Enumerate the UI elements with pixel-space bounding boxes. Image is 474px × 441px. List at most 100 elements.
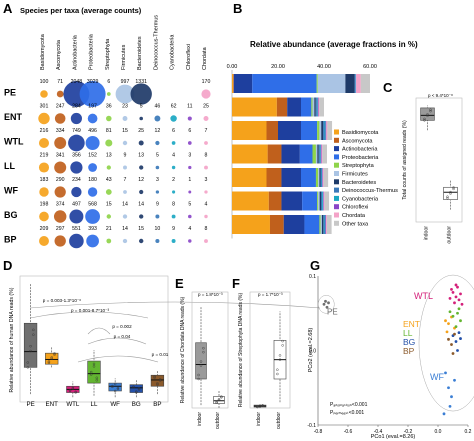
box-ent <box>45 352 59 365</box>
jitter-point-indoor <box>202 346 205 350</box>
count-label-ll-ascomycota: 341 <box>56 153 65 159</box>
panel-g-ylabel: PCo2 (eval.=2.68) <box>308 328 314 373</box>
jitter-point-ll <box>90 373 93 376</box>
jitter-point-wtl <box>68 389 72 393</box>
count-label-wtl-chordata: 7 <box>205 128 208 134</box>
legend-label-firmicutes: Firmicutes <box>342 172 368 178</box>
point-wtl <box>451 290 455 294</box>
jitter-point-outdoor <box>281 339 284 343</box>
jitter-point-ent <box>53 352 56 355</box>
jitter-point-ll <box>95 376 98 380</box>
bar-segment-wf-streptophyta <box>315 168 319 187</box>
count-label-bg-deinococcus-thermus: 9 <box>156 202 159 208</box>
jitter-point-indoor <box>423 119 426 122</box>
count-label-ll-proteobacteria: 152 <box>88 153 97 159</box>
jitter-point-bp <box>159 379 162 382</box>
category-label-ent: ENT <box>46 401 59 408</box>
bubble-bg-bacteroidetes <box>139 214 144 219</box>
count-label-ent-streptophyta: 36 <box>106 104 112 110</box>
point-wtl <box>454 283 458 287</box>
bubble-bp-basidiomycota <box>39 236 49 246</box>
count-label-ent-bacteroidetes: 5 <box>140 104 143 110</box>
bubble-bg-chloroflexi <box>188 214 192 219</box>
jitter-point-bp <box>159 378 162 381</box>
jitter-point-ll <box>92 362 96 366</box>
bubble-bp-deinococcus-thermus <box>155 238 160 244</box>
panel-label-a: A <box>3 1 13 16</box>
comparison-bracket <box>29 311 149 319</box>
count-label-bp-firmicutes: 14 <box>122 226 128 232</box>
count-label-pe-firmicutes: 997 <box>121 79 130 85</box>
count-label-bg-bacteroidetes: 14 <box>138 202 144 208</box>
box-indoor <box>195 342 207 380</box>
count-label-bg-proteobacteria: 568 <box>88 202 97 208</box>
legend-swatch-actinobacteria <box>334 146 339 152</box>
bar-segment-bp-deinococcus-thermus <box>323 215 325 234</box>
jitter-point-pe <box>32 333 35 336</box>
column-label-cyanobacteria: Cyanobacteria <box>170 34 176 70</box>
group-label-wf: WF <box>430 372 444 382</box>
count-label-wf-chordata: 3 <box>205 177 208 183</box>
bubble-wf-chordata <box>204 190 208 194</box>
jitter-point-indoor <box>261 404 264 407</box>
point-pe <box>322 302 326 306</box>
jitter-point-outdoor <box>217 398 221 402</box>
panel-e-pvalue: p = 1.8*10⁻³ <box>198 292 223 297</box>
bubble-bg-chordata <box>204 214 208 219</box>
bubble-ll-firmicutes <box>123 165 127 170</box>
bar-segment-pe-basidiomycota <box>232 74 234 93</box>
bar-segment-ent-deinococcus-thermus <box>315 97 317 117</box>
bar-segment-bg-chordata <box>323 191 325 211</box>
legend-swatch-deinococcus-thermus <box>334 187 339 193</box>
bubble-wf-bacteroidetes <box>139 189 144 195</box>
legend-swatch-other-taxa <box>334 220 339 226</box>
legend-label-bg: BG <box>403 337 415 347</box>
bar-segment-wtl-ascomycota <box>266 121 278 140</box>
bar-segment-bp-chloroflexi <box>325 215 327 234</box>
point-wf <box>453 378 456 382</box>
bubble-pe-basidiomycota <box>40 90 48 98</box>
x-tick-label: -0.6 <box>344 429 353 435</box>
point-ent <box>445 330 449 334</box>
bar-segment-wf-deinococcus-thermus <box>320 168 322 187</box>
jitter-point-outdoor <box>215 401 218 404</box>
count-label-wtl-ascomycota: 334 <box>56 128 65 134</box>
bar-segment-wtl-other-taxa <box>327 121 333 140</box>
point-bg <box>459 337 462 340</box>
bubble-wf-streptophyta <box>105 189 112 195</box>
jitter-point-indoor <box>197 377 200 381</box>
bar-segment-ent-basidiomycota <box>232 97 277 117</box>
point-wtl <box>460 302 464 306</box>
count-label-pe-streptophyta: 6 <box>107 79 110 85</box>
bubble-wf-actinobacteria <box>71 186 82 198</box>
bubble-pe-firmicutes <box>115 84 135 104</box>
bubble-ent-streptophyta <box>106 115 112 122</box>
count-label-bp-ascomycota: 297 <box>56 226 65 232</box>
bar-segment-pe-other-taxa <box>360 74 370 93</box>
comparison-bracket <box>87 327 111 335</box>
point-ll <box>456 311 459 315</box>
category-label-outdoor: outdoor <box>447 226 453 244</box>
jitter-point-indoor <box>199 364 203 367</box>
jitter-point-ent <box>47 360 51 363</box>
count-label-ent-basidiomycota: 301 <box>40 104 49 110</box>
bar-segment-bg-cyanobacteria <box>322 191 324 211</box>
bar-segment-bg-firmicutes <box>318 191 320 211</box>
jitter-point-wf <box>116 387 120 391</box>
bubble-wtl-deinococcus-thermus <box>155 140 160 146</box>
bar-segment-wtl-firmicutes <box>319 121 322 140</box>
bubble-bp-firmicutes <box>122 238 128 244</box>
bubble-pe-bacteroidetes <box>130 83 152 105</box>
jitter-point-outdoor <box>452 187 455 191</box>
count-label-ll-deinococcus-thermus: 5 <box>156 153 159 159</box>
pe-cluster-ellipse <box>318 295 335 314</box>
jitter-point-wf <box>111 384 114 388</box>
bar-segment-wtl-cyanobacteria <box>324 121 326 140</box>
count-label-pe-ascomycota: 71 <box>57 79 63 85</box>
bubble-ent-chloroflexi <box>187 116 192 121</box>
point-wtl <box>457 298 461 302</box>
bubble-bp-bacteroidetes <box>138 238 144 244</box>
count-label-ent-proteobacteria: 197 <box>88 104 97 110</box>
panel-c-boxplot: indoor outdoor p < 9.4*10⁻⁸ Total counts of… <box>402 93 463 244</box>
point-pe <box>325 305 329 309</box>
